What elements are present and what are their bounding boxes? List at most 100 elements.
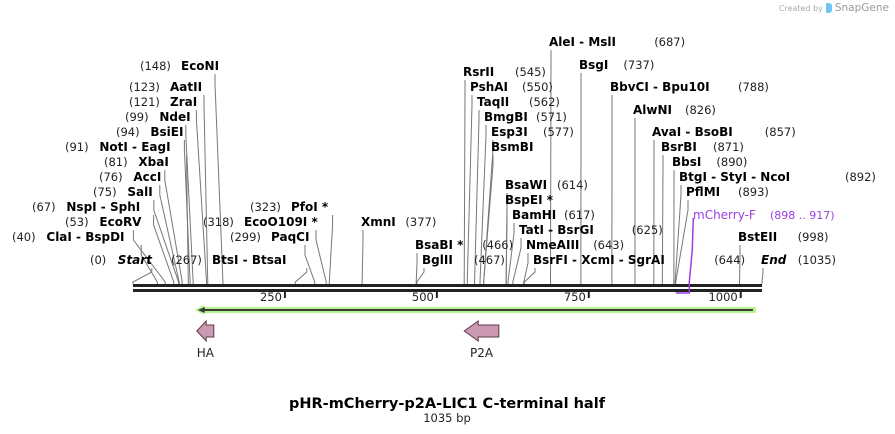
orf-arrow-tip-icon <box>197 307 205 313</box>
enzyme-name: SalI <box>127 185 152 199</box>
restriction-site[interactable]: BsrFI - XcmI - SgrAI (644) <box>533 253 745 267</box>
site-position: (99) <box>125 110 149 124</box>
cut-site-line <box>185 125 194 284</box>
site-position: (76) <box>99 170 123 184</box>
feature-arrow-ha[interactable] <box>196 319 215 343</box>
enzyme-name: BsmBI <box>491 140 533 154</box>
restriction-site[interactable]: Esp3I (577) <box>491 125 574 139</box>
site-position: (81) <box>104 155 128 169</box>
feature-label: HA <box>197 346 215 360</box>
site-position: (377) <box>405 215 436 229</box>
enzyme-name: Esp3I <box>491 125 528 139</box>
site-position: (826) <box>685 103 716 117</box>
restriction-site[interactable]: BsgI (737) <box>579 58 654 72</box>
restriction-site[interactable]: (123) AatII <box>129 80 202 94</box>
restriction-site[interactable]: TatI - BsrGI (625) <box>519 223 663 237</box>
enzyme-name: BglII <box>422 253 453 267</box>
restriction-site[interactable]: TaqII (562) <box>477 95 560 109</box>
enzyme-name: NmeAIII <box>526 238 579 252</box>
cut-site-line <box>466 95 473 284</box>
enzyme-name: BstEII <box>738 230 777 244</box>
restriction-site[interactable]: BsrBI (871) <box>661 140 744 154</box>
restriction-site[interactable]: RsrII (545) <box>463 65 546 79</box>
cut-site-line <box>294 268 308 284</box>
site-position: (53) <box>65 215 89 229</box>
site-position: (614) <box>557 178 588 192</box>
restriction-site[interactable]: (40) ClaI - BspDI <box>12 230 125 244</box>
ruler-tick-label: 750 <box>564 290 586 304</box>
restriction-site[interactable]: PflMI (893) <box>686 185 769 199</box>
restriction-site[interactable]: (299) PaqCI <box>230 230 309 244</box>
site-position: (123) <box>129 80 160 94</box>
restriction-site[interactable]: BamHI (617) <box>512 208 595 222</box>
restriction-site[interactable]: (75) SalI <box>93 185 153 199</box>
enzyme-name: BsrBI <box>661 140 697 154</box>
cut-site-line <box>474 110 480 284</box>
site-position: (892) <box>845 170 876 184</box>
site-position: (643) <box>593 238 624 252</box>
site-position: (871) <box>713 140 744 154</box>
restriction-site[interactable]: AvaI - BsoBI (857) <box>652 125 796 139</box>
restriction-site[interactable]: PshAI (550) <box>470 80 553 94</box>
site-position: (148) <box>140 59 171 73</box>
restriction-site[interactable]: (76) AccI <box>99 170 161 184</box>
cut-site-labels: (0) Start (40) ClaI - BspDI(53) EcoRV (67) Nsp… <box>12 35 876 267</box>
enzyme-name: BtgI - StyI - NcoI <box>679 170 790 184</box>
restriction-site[interactable]: End (1035) <box>761 253 836 267</box>
restriction-site[interactable]: BmgBI (571) <box>484 110 567 124</box>
restriction-site[interactable]: BsmBI <box>491 140 533 154</box>
restriction-site[interactable]: (267) BtsI - BtsaI <box>171 253 286 267</box>
ruler-tick <box>587 292 590 298</box>
restriction-site[interactable]: BsaWI (614) <box>505 178 588 192</box>
enzyme-name: AleI - MslI <box>549 35 616 49</box>
bp-ruler: 250 500 750 1000 <box>260 290 742 304</box>
site-position: (893) <box>738 185 769 199</box>
restriction-site[interactable]: (91) NotI - EagI <box>65 140 171 154</box>
restriction-site[interactable]: BtgI - StyI - NcoI (892) <box>679 170 876 184</box>
site-position: (94) <box>116 125 140 139</box>
restriction-site[interactable]: (148) EcoNI <box>140 59 219 73</box>
site-position: (857) <box>765 125 796 139</box>
credit-brand: SnapGene <box>834 2 889 14</box>
restriction-site[interactable]: (0) Start <box>90 253 153 267</box>
enzyme-name: EcoO109I * <box>244 215 318 229</box>
site-position: (466) <box>482 238 513 252</box>
site-position: (40) <box>12 230 36 244</box>
enzyme-name: BbsI <box>672 155 701 169</box>
restriction-site[interactable]: (318) EcoO109I * <box>203 215 318 229</box>
cut-site-line <box>523 268 536 284</box>
restriction-site[interactable]: BglII (467) <box>422 253 505 267</box>
enzyme-name: RsrII <box>463 65 494 79</box>
site-position: (121) <box>129 95 160 109</box>
site-position: (617) <box>564 208 595 222</box>
feature-label: P2A <box>470 346 494 360</box>
restriction-site[interactable]: (323) PfoI * <box>250 200 329 214</box>
enzyme-name: AatII <box>170 80 202 94</box>
feature-arrow-p2a[interactable] <box>463 320 500 342</box>
cut-site-line <box>328 215 334 284</box>
restriction-site[interactable]: (81) XbaI <box>104 155 169 169</box>
restriction-site[interactable]: NmeAIII (643) <box>526 238 624 252</box>
cut-site-line <box>203 95 209 284</box>
restriction-site[interactable]: (67) NspI - SphI <box>32 200 140 214</box>
restriction-site[interactable]: (53) EcoRV <box>65 215 142 229</box>
restriction-site[interactable]: BspEI * <box>505 193 554 207</box>
restriction-site[interactable]: (99) NdeI <box>125 110 191 124</box>
restriction-site[interactable]: (121) ZraI <box>129 95 197 109</box>
restriction-site[interactable]: BstEII (998) <box>738 230 829 244</box>
enzyme-name: PaqCI <box>271 230 309 244</box>
restriction-site[interactable]: AlwNI (826) <box>633 103 716 117</box>
restriction-site[interactable]: AleI - MslI (687) <box>549 35 685 49</box>
restriction-site[interactable]: XmnI (377) <box>361 215 436 229</box>
enzyme-name: BsaWI <box>505 178 547 192</box>
cut-site-line <box>214 74 224 284</box>
ruler-tick <box>283 292 286 298</box>
restriction-site[interactable]: BbsI (890) <box>672 155 747 169</box>
restriction-site[interactable]: BbvCI - Bpu10I (788) <box>610 80 769 94</box>
restriction-site[interactable]: BsaBI * (466) <box>415 238 513 252</box>
enzyme-name: ZraI <box>170 95 197 109</box>
primer-mcherry-f[interactable]: mCherry-F (898 .. 917) <box>675 208 835 294</box>
site-position: (91) <box>65 140 89 154</box>
restriction-site[interactable]: (94) BsiEI <box>116 125 183 139</box>
enzyme-name: NspI - SphI <box>66 200 140 214</box>
